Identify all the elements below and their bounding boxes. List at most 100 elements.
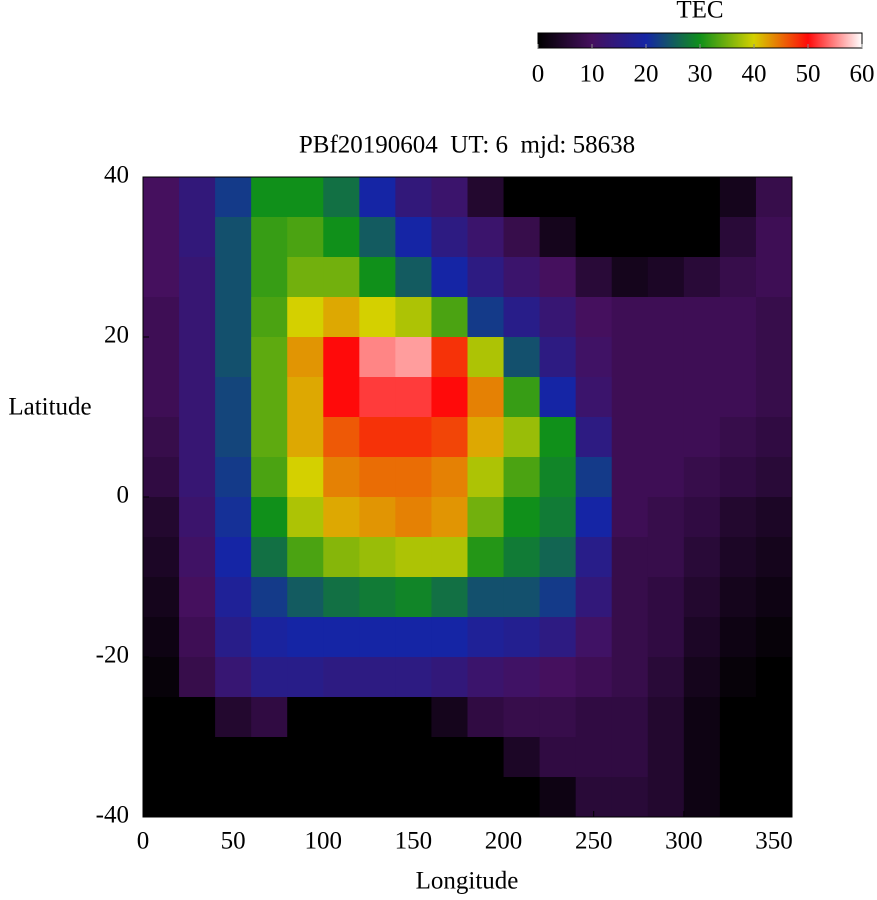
heatmap-cell: [755, 377, 793, 418]
heatmap-cell: [611, 217, 649, 258]
heatmap-cell: [503, 377, 541, 418]
heatmap-cell: [755, 697, 793, 738]
heatmap-cell: [431, 617, 468, 658]
heatmap-cell: [287, 377, 324, 418]
heatmap-cell: [683, 457, 721, 498]
heatmap-cell: [179, 177, 216, 218]
heatmap-cell: [683, 337, 721, 378]
heatmap-cell: [719, 417, 757, 458]
y-tick-label: 40: [104, 162, 129, 189]
heatmap-cell: [539, 737, 577, 778]
x-tick-label: 0: [137, 828, 150, 855]
heatmap-cell: [467, 337, 505, 378]
heatmap-cell: [359, 737, 396, 778]
heatmap-cell: [539, 657, 577, 698]
heatmap-cell: [287, 577, 324, 618]
y-tick-label: -40: [96, 802, 129, 829]
heatmap-cell: [431, 177, 468, 218]
heatmap-cell: [575, 377, 613, 418]
heatmap-cell: [395, 257, 432, 298]
heatmap-cell: [251, 217, 288, 258]
heatmap-cell: [719, 257, 757, 298]
heatmap-cell: [539, 217, 577, 258]
heatmap-cell: [575, 777, 613, 818]
heatmap-cell: [539, 497, 577, 538]
x-tick-label: 150: [395, 828, 433, 855]
heatmap-cell: [323, 217, 360, 258]
heatmap-cell: [179, 217, 216, 258]
heatmap-cell: [431, 537, 468, 578]
heatmap-cell: [431, 417, 468, 458]
heatmap-cell: [431, 497, 468, 538]
heatmap-cell: [539, 177, 577, 218]
heatmap-cell: [287, 457, 324, 498]
heatmap-cell: [179, 537, 216, 578]
heatmap-cell: [323, 457, 360, 498]
x-tick-label: 100: [305, 828, 343, 855]
heatmap-cell: [611, 737, 649, 778]
heatmap-cell: [575, 257, 613, 298]
heatmap-cell: [611, 177, 649, 218]
heatmap-cell: [395, 777, 432, 818]
heatmap-cell: [143, 377, 180, 418]
heatmap-cell: [395, 377, 432, 418]
heatmap-cell: [503, 257, 541, 298]
heatmap-cell: [251, 697, 288, 738]
heatmap-cell: [503, 697, 541, 738]
heatmap-cell: [287, 297, 324, 338]
heatmap-cell: [143, 217, 180, 258]
heatmap-cell: [251, 177, 288, 218]
heatmap-cell: [503, 777, 541, 818]
heatmap-cell: [359, 617, 396, 658]
heatmap-cell: [503, 497, 541, 538]
heatmap-cell: [683, 297, 721, 338]
heatmap-cell: [179, 577, 216, 618]
heatmap-cell: [359, 777, 396, 818]
heatmap-cell: [143, 697, 180, 738]
heatmap-cell: [467, 177, 505, 218]
heatmap-cell: [143, 617, 180, 658]
heatmap-cell: [287, 497, 324, 538]
heatmap-cell: [395, 537, 432, 578]
heatmap-cell: [179, 377, 216, 418]
heatmap-cell: [143, 457, 180, 498]
y-tick-label: 20: [104, 322, 129, 349]
heatmap-cell: [395, 497, 432, 538]
heatmap-cell: [755, 177, 793, 218]
heatmap-cell: [611, 577, 649, 618]
heatmap-cell: [575, 177, 613, 218]
heatmap-cell: [359, 257, 396, 298]
heatmap-cell: [215, 297, 252, 338]
heatmap-cell: [359, 377, 396, 418]
heatmap-cell: [647, 657, 685, 698]
colorbar-tick-label: 10: [580, 61, 605, 88]
heatmap-cell: [143, 537, 180, 578]
heatmap-cell: [719, 617, 757, 658]
heatmap-cell: [215, 697, 252, 738]
heatmap-cell: [503, 737, 541, 778]
heatmap-cell: [503, 577, 541, 618]
heatmap-cell: [647, 377, 685, 418]
heatmap-cell: [719, 177, 757, 218]
heatmap-cell: [179, 257, 216, 298]
heatmap-cell: [719, 457, 757, 498]
heatmap-cell: [215, 457, 252, 498]
y-tick-label: -20: [96, 642, 129, 669]
heatmap-cell: [467, 417, 505, 458]
heatmap-cell: [719, 537, 757, 578]
heatmap-cell: [179, 297, 216, 338]
heatmap-cell: [287, 777, 324, 818]
heatmap-cell: [755, 257, 793, 298]
heatmap-cell: [431, 457, 468, 498]
colorbar-tick-label: 50: [796, 61, 821, 88]
heatmap-cell: [611, 457, 649, 498]
heatmap-cell: [467, 497, 505, 538]
heatmap-cell: [143, 737, 180, 778]
heatmap-cell: [251, 297, 288, 338]
x-tick-label: 300: [665, 828, 703, 855]
heatmap-cell: [575, 737, 613, 778]
heatmap-cell: [683, 617, 721, 658]
heatmap-cell: [251, 617, 288, 658]
heatmap-cell: [323, 577, 360, 618]
heatmap-cell: [755, 217, 793, 258]
